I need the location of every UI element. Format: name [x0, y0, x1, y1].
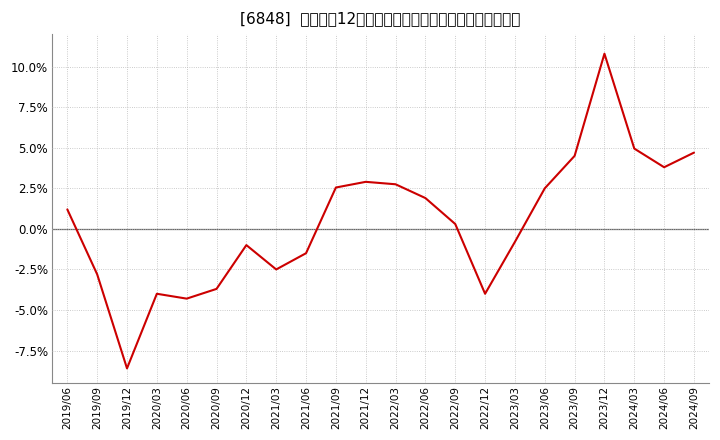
Title: [6848]  売上高の12か月移動合計の対前年同期増減率の推移: [6848] 売上高の12か月移動合計の対前年同期増減率の推移 — [240, 11, 521, 26]
